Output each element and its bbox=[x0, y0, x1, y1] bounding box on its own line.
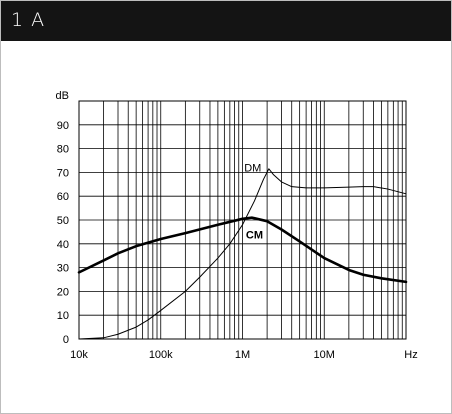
y-tick-label: 20 bbox=[57, 286, 69, 298]
y-tick-label: 40 bbox=[57, 239, 69, 251]
x-tick-label: 100k bbox=[149, 349, 173, 361]
x-tick-label: 1M bbox=[235, 349, 250, 361]
y-tick-label: 70 bbox=[57, 167, 69, 179]
series-line-dm bbox=[78, 168, 407, 340]
x-axis-unit-label: Hz bbox=[404, 349, 417, 361]
y-tick-label: 10 bbox=[57, 310, 69, 322]
plot-border bbox=[78, 100, 407, 340]
series-label-cm: CM bbox=[246, 229, 263, 241]
y-axis-unit-label: dB bbox=[56, 90, 69, 102]
panel-title: 1 A bbox=[11, 9, 46, 31]
x-tick-label: 10M bbox=[314, 349, 335, 361]
y-tick-label: 30 bbox=[57, 263, 69, 275]
y-tick-label: 50 bbox=[57, 215, 69, 227]
series-line-cm bbox=[77, 216, 408, 284]
attenuation-chart: 0 10 20 30 40 50 60 70 80 90 dB 10k 100k 1M 10M Hz DM CM bbox=[56, 90, 418, 361]
y-tick-label: 90 bbox=[57, 120, 69, 132]
series-label-dm: DM bbox=[244, 163, 261, 175]
y-tick-label: 80 bbox=[57, 144, 69, 156]
x-tick-label: 10k bbox=[70, 349, 88, 361]
y-tick-label: 0 bbox=[63, 334, 69, 346]
panel-header: 1 A bbox=[1, 1, 451, 41]
y-tick-label: 60 bbox=[57, 191, 69, 203]
